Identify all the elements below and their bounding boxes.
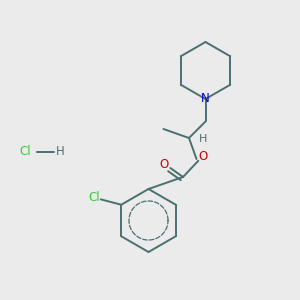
Text: Cl: Cl [20,145,31,158]
Text: O: O [199,149,208,163]
Text: Cl: Cl [88,191,100,204]
Text: O: O [159,158,168,172]
Text: N: N [201,92,210,106]
Text: H: H [56,145,64,158]
Text: H: H [199,134,208,145]
